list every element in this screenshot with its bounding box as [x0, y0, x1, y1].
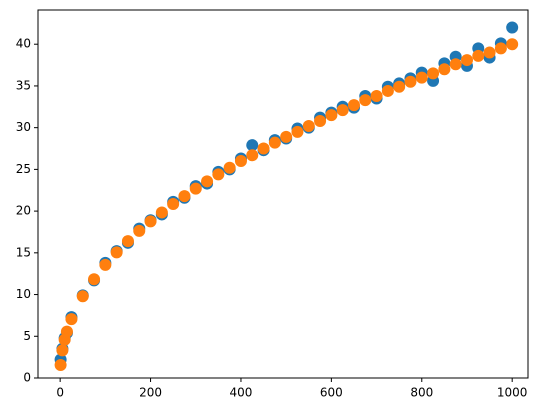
- scatter-point: [60, 325, 73, 338]
- scatter-point: [393, 80, 406, 93]
- x-tick-label: 200: [139, 386, 162, 400]
- scatter-point: [234, 155, 247, 168]
- scatter-point: [110, 246, 123, 259]
- x-tick-label: 400: [230, 386, 253, 400]
- x-tick-label: 0: [56, 386, 64, 400]
- scatter-point: [460, 54, 473, 67]
- scatter-point: [178, 190, 191, 203]
- scatter-point: [438, 63, 451, 76]
- scatter-point: [268, 136, 281, 149]
- y-tick-label: 35: [16, 78, 31, 92]
- y-tick-label: 5: [23, 329, 31, 343]
- y-tick-label: 25: [16, 162, 31, 176]
- scatter-point: [483, 46, 496, 59]
- scatter-point: [121, 235, 134, 248]
- scatter-point: [280, 130, 293, 143]
- y-tick-label: 20: [16, 204, 31, 218]
- scatter-point: [449, 58, 462, 71]
- scatter-point: [76, 290, 89, 303]
- scatter-point: [336, 104, 349, 117]
- y-tick-label: 0: [23, 371, 31, 385]
- x-tick-label: 800: [410, 386, 433, 400]
- scatter-point: [246, 139, 259, 152]
- scatter-point: [302, 119, 315, 132]
- y-tick-label: 30: [16, 120, 31, 134]
- x-tick-label: 1000: [497, 386, 528, 400]
- scatter-point: [494, 42, 507, 55]
- axes-frame: [37, 9, 529, 379]
- scatter-point: [54, 358, 67, 371]
- scatter-point: [381, 84, 394, 97]
- scatter-point: [201, 175, 214, 188]
- scatter-point: [359, 94, 372, 107]
- scatter-point: [65, 313, 78, 326]
- scatter-point: [325, 109, 338, 122]
- scatter-point: [347, 99, 360, 112]
- scatter-point: [291, 125, 304, 138]
- scatter-point: [404, 75, 417, 88]
- scatter-point: [144, 215, 157, 228]
- scatter-point: [506, 38, 519, 51]
- scatter-point: [506, 21, 519, 34]
- scatter-point: [88, 273, 101, 286]
- x-tick-label: 600: [320, 386, 343, 400]
- scatter-point: [314, 114, 327, 127]
- y-tick-label: 40: [16, 37, 31, 51]
- scatter-point: [415, 71, 428, 84]
- scatter-point: [155, 206, 168, 219]
- scatter-point: [212, 168, 225, 181]
- scatter-point: [223, 161, 236, 174]
- scatter-point: [472, 49, 485, 62]
- scatter-point: [99, 258, 112, 271]
- scatter-point: [189, 182, 202, 195]
- scatter-point: [133, 224, 146, 237]
- scatter-point: [370, 89, 383, 102]
- scatter-point: [167, 198, 180, 211]
- scatter-point: [246, 149, 259, 162]
- scatter-point: [257, 142, 270, 155]
- scatter-point: [56, 344, 69, 357]
- scatter-point: [427, 67, 440, 80]
- y-tick-label: 10: [16, 287, 31, 301]
- y-tick-label: 15: [16, 245, 31, 259]
